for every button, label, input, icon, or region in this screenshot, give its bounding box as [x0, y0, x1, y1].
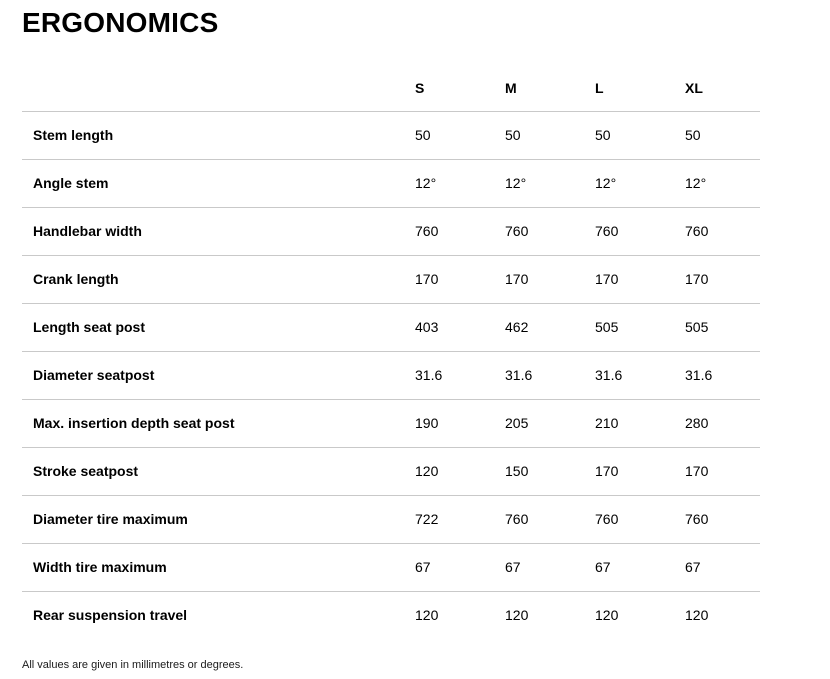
table-row-length-seat-post: Length seat post 403 462 505 505: [22, 303, 760, 352]
column-header-m: M: [505, 80, 595, 112]
row-label: Handlebar width: [22, 207, 415, 256]
header-row: S M L XL: [22, 80, 760, 112]
spec-table: S M L XL Stem length 50 50 50 50 Angle s…: [22, 80, 760, 639]
row-label: Stem length: [22, 111, 415, 160]
cell-value: 67: [595, 543, 685, 592]
cell-value: 67: [415, 543, 505, 592]
table-row-diameter-tire-maximum: Diameter tire maximum 722 760 760 760: [22, 495, 760, 544]
cell-value: 67: [685, 543, 760, 592]
cell-value: 120: [505, 607, 529, 623]
table-row-angle-stem: Angle stem 12° 12° 12° 12°: [22, 159, 760, 208]
cell-value: 50: [685, 111, 760, 160]
cell-value: 205: [505, 399, 595, 448]
cell-value: 760: [595, 495, 685, 544]
cell-value: 120: [685, 607, 709, 623]
row-label: Max. insertion depth seat post: [22, 399, 415, 448]
table-row-max-insertion-depth: Max. insertion depth seat post 190 205 2…: [22, 399, 760, 448]
cell-value: 67: [505, 543, 595, 592]
cell-value: 120: [415, 447, 505, 496]
row-label: Rear suspension travel: [33, 607, 188, 623]
cell-value: 150: [505, 447, 595, 496]
cell-value: 722: [415, 495, 505, 544]
ergonomics-section: ERGONOMICS S M L XL Stem length 50 50 50: [22, 7, 760, 671]
cell-value: 170: [415, 255, 505, 304]
cell-value: 12°: [505, 159, 595, 208]
cell-value: 190: [415, 399, 505, 448]
cell-value: 505: [685, 303, 760, 352]
row-label: Diameter seatpost: [22, 351, 415, 400]
table-row-rear-suspension-travel: Rear suspension travel 120 120 120 120: [22, 592, 760, 640]
table-row-width-tire-maximum: Width tire maximum 67 67 67 67: [22, 543, 760, 592]
cell-value: 170: [595, 255, 685, 304]
cell-value: 760: [685, 207, 760, 256]
cell-value: 505: [595, 303, 685, 352]
table-row-stem-length: Stem length 50 50 50 50: [22, 111, 760, 160]
header-spacer: [22, 80, 415, 112]
cell-value: 760: [685, 495, 760, 544]
row-label: Length seat post: [22, 303, 415, 352]
cell-value: 403: [415, 303, 505, 352]
cell-value: 31.6: [415, 351, 505, 400]
cell-value: 31.6: [505, 351, 595, 400]
row-label: Stroke seatpost: [22, 447, 415, 496]
table-row-handlebar-width: Handlebar width 760 760 760 760: [22, 207, 760, 256]
row-label: Width tire maximum: [22, 543, 415, 592]
cell-value: 170: [595, 447, 685, 496]
cell-value: 760: [505, 207, 595, 256]
cell-value: 12°: [685, 159, 760, 208]
row-label: Angle stem: [22, 159, 415, 208]
cell-value: 50: [505, 111, 595, 160]
cell-value: 210: [595, 399, 685, 448]
cell-value: 760: [505, 495, 595, 544]
column-header-xl: XL: [685, 80, 760, 112]
cell-value: 462: [505, 303, 595, 352]
cell-value: 31.6: [685, 351, 760, 400]
cell-value: 31.6: [595, 351, 685, 400]
footnote: All values are given in millimetres or d…: [22, 659, 244, 671]
cell-value: 170: [505, 255, 595, 304]
row-label: Crank length: [22, 255, 415, 304]
table-row-diameter-seatpost: Diameter seatpost 31.6 31.6 31.6 31.6: [22, 351, 760, 400]
cell-value: 120: [595, 607, 619, 623]
column-header-l: L: [595, 80, 685, 112]
table-row-crank-length: Crank length 170 170 170 170: [22, 255, 760, 304]
page-title: ERGONOMICS: [22, 7, 219, 38]
row-label: Diameter tire maximum: [22, 495, 415, 544]
table-row-stroke-seatpost: Stroke seatpost 120 150 170 170: [22, 447, 760, 496]
cell-value: 50: [415, 111, 505, 160]
cell-value: 12°: [415, 159, 505, 208]
cell-value: 12°: [595, 159, 685, 208]
cell-value: 170: [685, 255, 760, 304]
column-header-s: S: [415, 80, 505, 112]
cell-value: 760: [595, 207, 685, 256]
cell-value: 50: [595, 111, 685, 160]
cell-value: 170: [685, 447, 760, 496]
cell-value: 280: [685, 399, 760, 448]
cell-value: 120: [415, 607, 439, 623]
cell-value: 760: [415, 207, 505, 256]
